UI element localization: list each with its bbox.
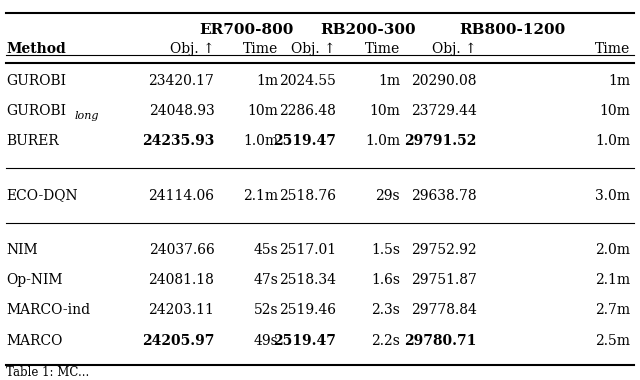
Text: 10m: 10m bbox=[248, 104, 278, 118]
Text: 1m: 1m bbox=[256, 74, 278, 88]
Text: 1.0m: 1.0m bbox=[243, 134, 278, 148]
Text: 2.0m: 2.0m bbox=[595, 243, 630, 257]
Text: 2286.48: 2286.48 bbox=[279, 104, 336, 118]
Text: 24205.97: 24205.97 bbox=[142, 334, 214, 348]
Text: NIM: NIM bbox=[6, 243, 38, 257]
Text: 24037.66: 24037.66 bbox=[148, 243, 214, 257]
Text: 47s: 47s bbox=[253, 273, 278, 287]
Text: 2517.01: 2517.01 bbox=[279, 243, 336, 257]
Text: 20290.08: 20290.08 bbox=[412, 74, 477, 88]
Text: 29s: 29s bbox=[376, 188, 400, 203]
Text: Obj. ↑: Obj. ↑ bbox=[291, 42, 336, 55]
Text: 2.2s: 2.2s bbox=[371, 334, 400, 348]
Text: 24081.18: 24081.18 bbox=[148, 273, 214, 287]
Text: 2.7m: 2.7m bbox=[595, 303, 630, 317]
Text: 24048.93: 24048.93 bbox=[148, 104, 214, 118]
Text: RB800-1200: RB800-1200 bbox=[459, 24, 565, 37]
Text: Time: Time bbox=[595, 42, 630, 55]
Text: 1.0m: 1.0m bbox=[365, 134, 400, 148]
Text: 10m: 10m bbox=[600, 104, 630, 118]
Text: 1.6s: 1.6s bbox=[371, 273, 400, 287]
Text: ECO-DQN: ECO-DQN bbox=[6, 188, 78, 203]
Text: Obj. ↑: Obj. ↑ bbox=[432, 42, 477, 55]
Text: 29751.87: 29751.87 bbox=[411, 273, 477, 287]
Text: long: long bbox=[75, 111, 99, 120]
Text: 2.1m: 2.1m bbox=[243, 188, 278, 203]
Text: 29752.92: 29752.92 bbox=[411, 243, 477, 257]
Text: 2518.34: 2518.34 bbox=[279, 273, 336, 287]
Text: RB200-300: RB200-300 bbox=[320, 24, 416, 37]
Text: BURER: BURER bbox=[6, 134, 59, 148]
Text: 45s: 45s bbox=[253, 243, 278, 257]
Text: MARCO: MARCO bbox=[6, 334, 63, 348]
Text: 1.5s: 1.5s bbox=[371, 243, 400, 257]
Text: 1.0m: 1.0m bbox=[595, 134, 630, 148]
Text: Method: Method bbox=[6, 42, 66, 55]
Text: 2.5m: 2.5m bbox=[595, 334, 630, 348]
Text: 29780.71: 29780.71 bbox=[404, 334, 477, 348]
Text: 29638.78: 29638.78 bbox=[411, 188, 477, 203]
Text: 24235.93: 24235.93 bbox=[142, 134, 214, 148]
Text: 3.0m: 3.0m bbox=[595, 188, 630, 203]
Text: 2518.76: 2518.76 bbox=[279, 188, 336, 203]
Text: GUROBI: GUROBI bbox=[6, 74, 67, 88]
Text: Op-NIM: Op-NIM bbox=[6, 273, 63, 287]
Text: 23420.17: 23420.17 bbox=[148, 74, 214, 88]
Text: 1m: 1m bbox=[608, 74, 630, 88]
Text: 10m: 10m bbox=[369, 104, 400, 118]
Text: 29791.52: 29791.52 bbox=[404, 134, 477, 148]
Text: 2519.46: 2519.46 bbox=[279, 303, 336, 317]
Text: GUROBI: GUROBI bbox=[6, 104, 67, 118]
Text: Time: Time bbox=[243, 42, 278, 55]
Text: 2519.47: 2519.47 bbox=[273, 134, 336, 148]
Text: MARCO-ind: MARCO-ind bbox=[6, 303, 90, 317]
Text: Time: Time bbox=[365, 42, 400, 55]
Text: 1m: 1m bbox=[378, 74, 400, 88]
Text: 24203.11: 24203.11 bbox=[148, 303, 214, 317]
Text: 2519.47: 2519.47 bbox=[273, 334, 336, 348]
Text: ER700-800: ER700-800 bbox=[199, 24, 294, 37]
Text: 29778.84: 29778.84 bbox=[411, 303, 477, 317]
Text: 52s: 52s bbox=[254, 303, 278, 317]
Text: 2024.55: 2024.55 bbox=[279, 74, 336, 88]
Text: 23729.44: 23729.44 bbox=[411, 104, 477, 118]
Text: 2.3s: 2.3s bbox=[371, 303, 400, 317]
Text: Obj. ↑: Obj. ↑ bbox=[170, 42, 214, 55]
Text: 2.1m: 2.1m bbox=[595, 273, 630, 287]
Text: 24114.06: 24114.06 bbox=[148, 188, 214, 203]
Text: Table 1: MC...: Table 1: MC... bbox=[6, 366, 90, 379]
Text: 49s: 49s bbox=[253, 334, 278, 348]
